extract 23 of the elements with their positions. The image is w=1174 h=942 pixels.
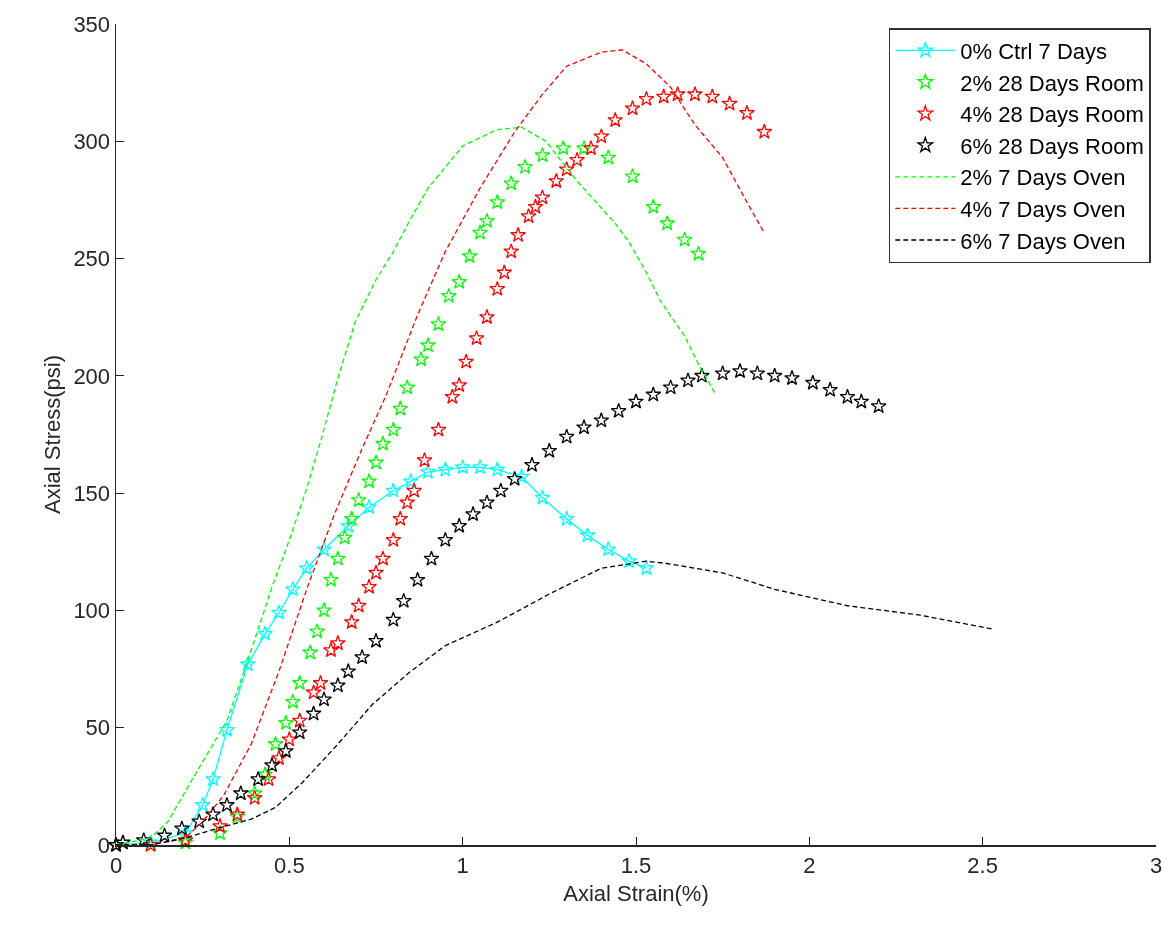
y-tick-label: 350	[73, 11, 111, 37]
y-tick-label: 100	[73, 598, 111, 624]
x-axis-title: Axial Strain(%)	[563, 880, 709, 906]
legend-label: 2% 28 Days Room	[960, 70, 1144, 96]
legend-label: 4% 7 Days Oven	[960, 196, 1126, 222]
x-tick-label: 1.5	[620, 852, 652, 878]
legend-label: 6% 28 Days Room	[960, 133, 1144, 159]
legend-label: 2% 7 Days Oven	[960, 165, 1126, 191]
x-tick-label: 3	[1149, 852, 1163, 878]
y-tick-label: 250	[73, 246, 111, 272]
x-tick-label: 2	[803, 852, 816, 878]
x-tick-label: 1	[456, 852, 469, 878]
y-tick-label: 150	[73, 480, 111, 506]
y-axis-title: Axial Stress(psi)	[40, 355, 66, 514]
x-tick-label: 2.5	[967, 852, 998, 878]
legend-label: 0% Ctrl 7 Days	[960, 38, 1108, 64]
y-tick-label: 300	[73, 128, 111, 154]
legend-label: 4% 28 Days Room	[960, 102, 1144, 128]
y-tick-label: 50	[85, 715, 111, 741]
legend-label: 6% 7 Days Oven	[960, 228, 1126, 254]
y-tick-label: 200	[73, 363, 111, 389]
y-tick-label: 0	[97, 832, 111, 858]
x-tick-label: 0.5	[274, 852, 305, 878]
